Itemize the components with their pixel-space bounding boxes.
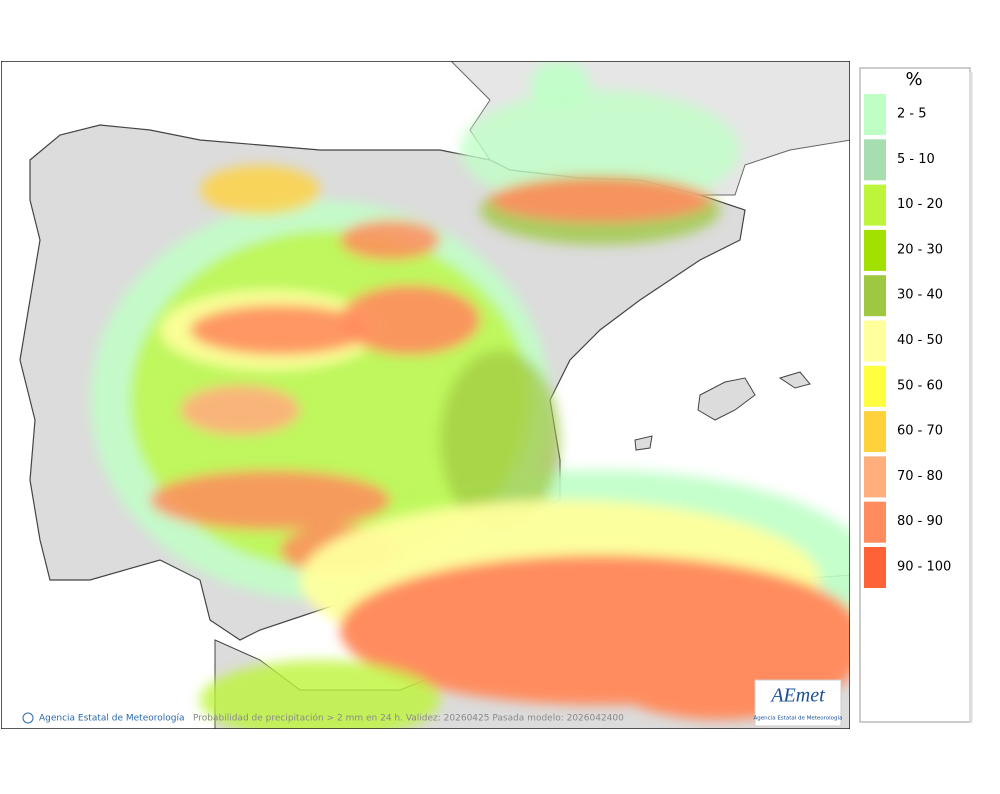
legend-unit: % — [905, 69, 922, 90]
caption: Probabilidad de precipitación > 2 mm en … — [193, 713, 624, 724]
copyright-icon — [22, 712, 34, 724]
legend-label: 80 - 90 — [897, 514, 943, 529]
legend-label: 50 - 60 — [897, 378, 943, 393]
legend-swatch — [864, 94, 886, 135]
legend-swatch — [864, 456, 886, 498]
legend-label: 40 - 50 — [897, 333, 943, 348]
logo-name: AEmet — [769, 685, 825, 707]
legend-label: 70 - 80 — [897, 469, 943, 484]
legend-swatch — [864, 275, 886, 317]
map — [1, 61, 850, 729]
legend-label: 2 - 5 — [897, 107, 927, 122]
legend-swatch — [864, 320, 886, 362]
legend-label: 90 - 100 — [897, 560, 951, 575]
legend-swatch — [864, 501, 886, 543]
legend-swatch — [864, 229, 886, 271]
legend-label: 5 - 10 — [897, 152, 935, 167]
legend-label: 30 - 40 — [897, 288, 943, 303]
legend-label: 60 - 70 — [897, 424, 943, 439]
credit: Agencia Estatal de Meteorología — [39, 714, 185, 724]
legend-swatch — [864, 139, 886, 181]
precipitation-field — [90, 61, 850, 729]
legend-label: 20 - 30 — [897, 242, 943, 257]
legend-swatch — [864, 184, 886, 226]
legend-swatch — [864, 547, 886, 588]
logo-box — [754, 679, 842, 727]
legend-swatch — [864, 365, 886, 407]
legend: 2 - 5 5 - 10 10 - 20 20 - 30 30 - 40 40 - 50 5… — [864, 94, 951, 588]
logo-subtitle: Agencia Estatal de Meteorología — [754, 715, 843, 722]
legend-swatch — [864, 411, 886, 453]
legend-label: 10 - 20 — [897, 197, 943, 212]
